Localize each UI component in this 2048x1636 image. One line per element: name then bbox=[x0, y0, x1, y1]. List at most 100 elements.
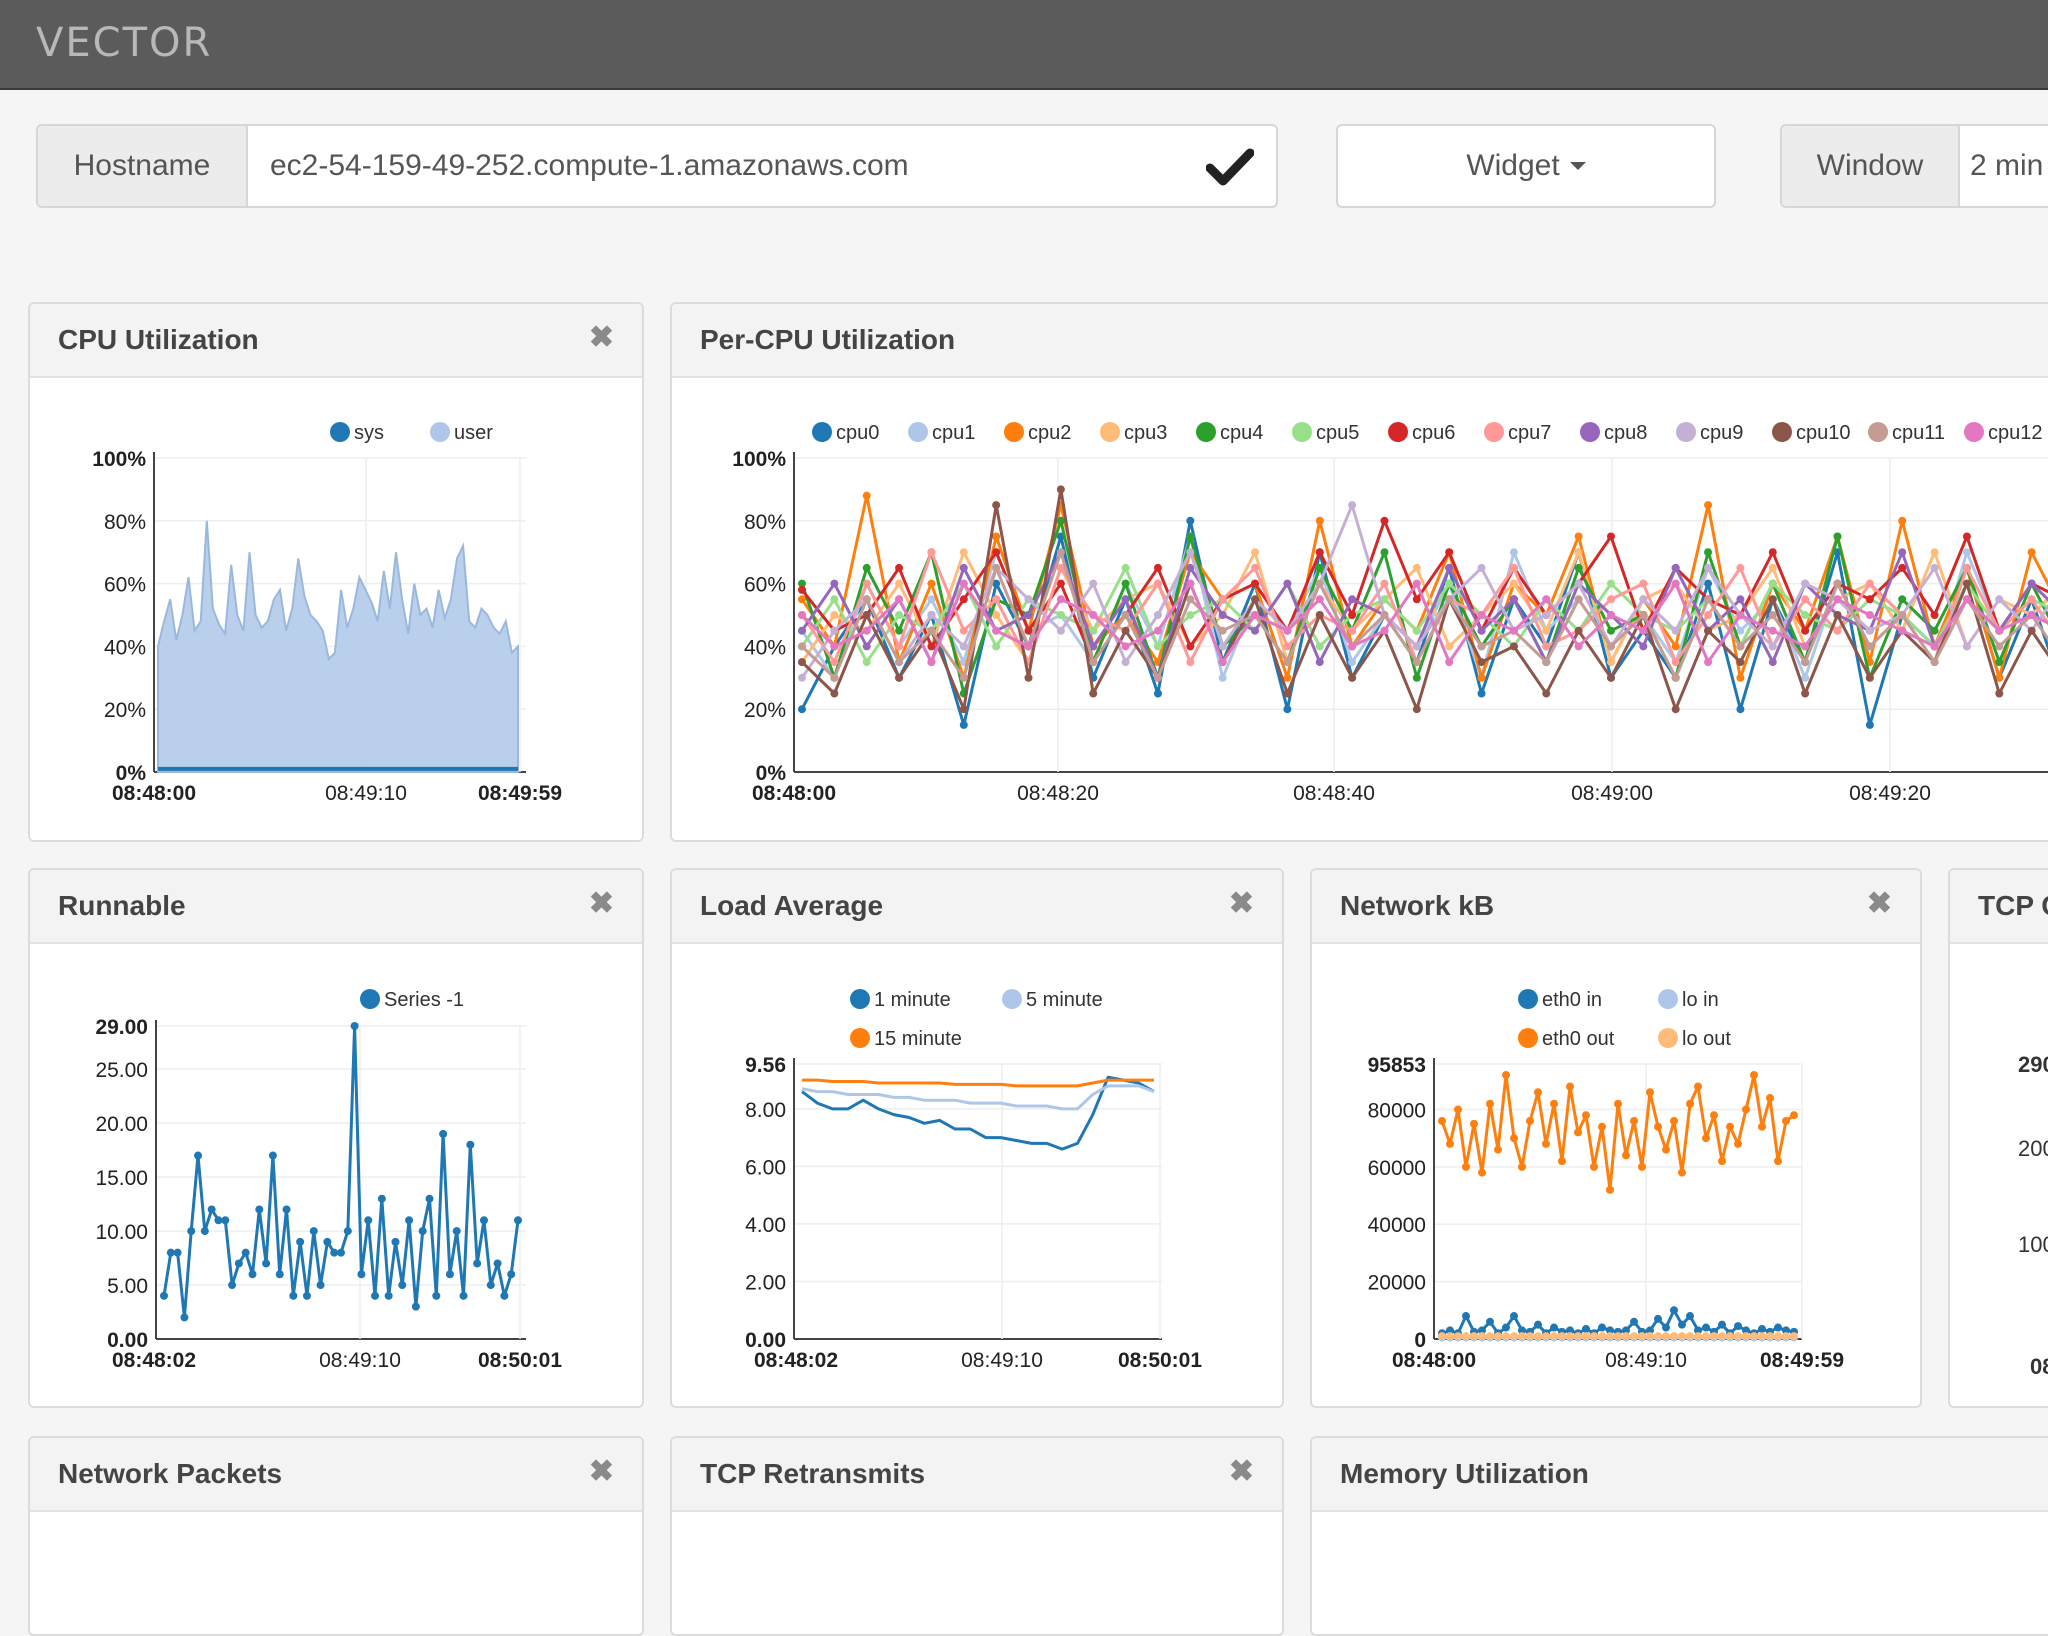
data-point bbox=[830, 626, 839, 635]
data-point bbox=[1622, 1326, 1630, 1335]
data-point bbox=[1348, 642, 1357, 651]
data-point bbox=[895, 642, 904, 651]
data-point bbox=[2027, 579, 2036, 588]
data-point bbox=[830, 673, 839, 682]
data-point bbox=[798, 611, 806, 619]
data-point bbox=[1801, 595, 1810, 604]
data-point bbox=[1930, 611, 1939, 619]
data-point bbox=[1153, 642, 1162, 651]
y-tick-label: 0.00 bbox=[745, 1329, 786, 1352]
close-icon[interactable]: ✖ bbox=[1228, 887, 1254, 920]
data-point bbox=[1639, 611, 1648, 619]
data-point bbox=[992, 548, 1001, 557]
legend-label: cpu1 bbox=[932, 422, 975, 444]
data-point bbox=[187, 1227, 196, 1236]
data-point bbox=[992, 563, 1001, 572]
data-point bbox=[1534, 1320, 1542, 1329]
close-icon[interactable]: ✖ bbox=[588, 321, 614, 354]
legend-label: lo out bbox=[1682, 1028, 1731, 1050]
data-point bbox=[959, 720, 968, 729]
panel-tcp-connections: TCP C 290 200 100 08 bbox=[1948, 868, 2048, 1408]
data-point bbox=[1614, 1099, 1622, 1108]
data-point bbox=[1833, 611, 1842, 619]
data-point bbox=[1542, 1139, 1550, 1148]
data-point bbox=[425, 1194, 434, 1203]
close-icon[interactable]: ✖ bbox=[1228, 1455, 1254, 1488]
data-point bbox=[1622, 1151, 1630, 1160]
data-point bbox=[1056, 548, 1065, 557]
data-point bbox=[927, 595, 936, 604]
data-point bbox=[1736, 673, 1745, 682]
data-point bbox=[1186, 532, 1195, 541]
data-point bbox=[1686, 1312, 1694, 1321]
y-tick-label: 40% bbox=[744, 636, 786, 659]
close-icon[interactable]: ✖ bbox=[588, 887, 614, 920]
data-point bbox=[1153, 689, 1162, 698]
data-point bbox=[1801, 673, 1810, 682]
data-point bbox=[1315, 579, 1324, 588]
close-icon[interactable]: ✖ bbox=[588, 1455, 614, 1488]
data-point bbox=[1718, 1332, 1726, 1341]
data-point bbox=[1750, 1332, 1758, 1341]
data-point bbox=[391, 1237, 400, 1246]
data-point bbox=[1024, 595, 1033, 604]
data-point bbox=[1774, 1157, 1782, 1166]
data-point bbox=[1574, 1128, 1582, 1137]
hostname-input[interactable]: ec2-54-159-49-252.compute-1.amazonaws.co… bbox=[270, 149, 909, 182]
y-tick-label: 0.00 bbox=[107, 1329, 148, 1352]
data-point bbox=[1251, 626, 1260, 635]
data-point bbox=[1056, 516, 1065, 525]
data-point bbox=[1962, 532, 1971, 541]
data-point bbox=[1686, 1099, 1694, 1108]
data-point bbox=[1865, 642, 1874, 651]
data-point bbox=[1736, 658, 1745, 667]
data-point bbox=[241, 1248, 250, 1257]
data-point bbox=[1024, 642, 1033, 651]
data-point bbox=[1638, 1162, 1646, 1171]
data-point bbox=[1445, 642, 1454, 651]
data-point bbox=[1056, 595, 1065, 604]
data-point bbox=[282, 1205, 291, 1214]
data-point bbox=[1686, 1332, 1694, 1341]
data-point bbox=[1412, 595, 1421, 604]
legend-swatch bbox=[430, 422, 450, 442]
data-point bbox=[1056, 579, 1065, 588]
data-point bbox=[1639, 595, 1648, 604]
data-point bbox=[1750, 1071, 1758, 1080]
data-point bbox=[1089, 689, 1098, 698]
widget-dropdown-button[interactable]: Widget bbox=[1336, 124, 1716, 208]
data-point bbox=[1598, 1332, 1606, 1341]
data-point bbox=[268, 1151, 277, 1160]
data-point bbox=[1930, 658, 1939, 667]
legend-label: lo in bbox=[1682, 989, 1719, 1011]
data-point bbox=[1614, 1332, 1622, 1341]
data-point bbox=[862, 491, 871, 500]
data-point bbox=[1462, 1312, 1470, 1321]
data-point bbox=[798, 673, 806, 682]
data-point bbox=[1865, 611, 1874, 619]
close-icon[interactable]: ✖ bbox=[1866, 887, 1892, 920]
data-point bbox=[1801, 642, 1810, 651]
data-point bbox=[1470, 1119, 1478, 1128]
legend-label: Series -1 bbox=[384, 989, 464, 1011]
window-group: Window 2 min bbox=[1780, 124, 2048, 208]
y-tick-label: 20% bbox=[104, 699, 146, 722]
data-point bbox=[1186, 611, 1195, 619]
legend-label: cpu9 bbox=[1700, 422, 1743, 444]
data-point bbox=[486, 1281, 495, 1290]
window-select[interactable]: 2 min bbox=[1970, 149, 2044, 182]
data-point bbox=[398, 1281, 407, 1290]
confirm-check-icon[interactable] bbox=[1205, 144, 1255, 190]
data-point bbox=[1283, 658, 1292, 667]
data-point bbox=[1670, 1116, 1678, 1125]
data-point bbox=[1654, 1122, 1662, 1131]
data-point bbox=[1526, 1332, 1534, 1341]
data-point bbox=[927, 579, 936, 588]
data-point bbox=[2027, 548, 2036, 557]
data-point bbox=[1445, 595, 1454, 604]
data-point bbox=[1606, 673, 1615, 682]
y-tick-label: 0% bbox=[116, 762, 147, 785]
data-point bbox=[1315, 642, 1324, 651]
data-point bbox=[1898, 563, 1907, 572]
data-point bbox=[337, 1248, 345, 1257]
